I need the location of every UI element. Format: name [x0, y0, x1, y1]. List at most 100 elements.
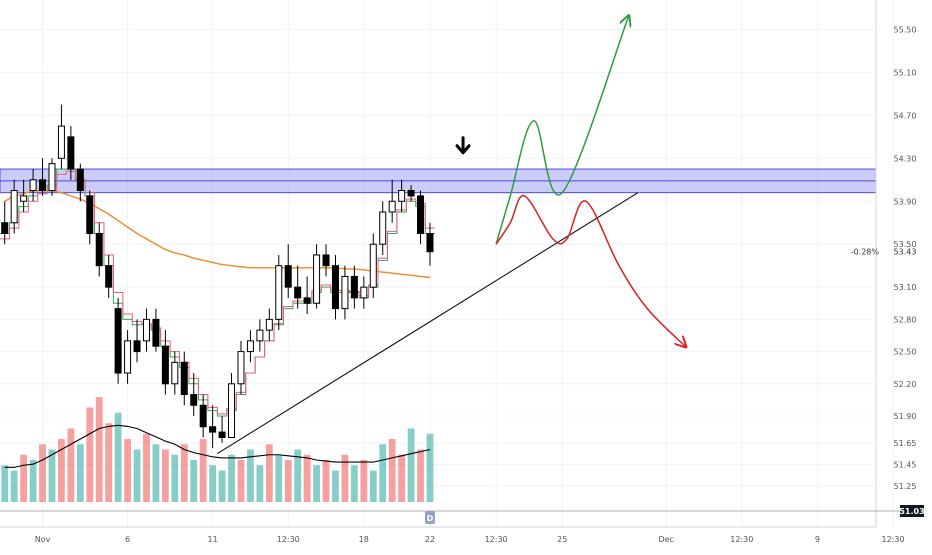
candle-body: [67, 136, 75, 170]
candle-body: [39, 179, 47, 192]
volume-bar: [350, 465, 358, 502]
candle-body: [190, 394, 198, 406]
candle-body: [398, 190, 406, 202]
dividend-marker: [424, 511, 435, 524]
price-tick-label: 55.50: [894, 25, 917, 34]
candle-body: [294, 286, 302, 299]
candle-body: [152, 318, 160, 347]
price-axis[interactable]: 55.50 55.10 54.70 54.30 53.90 53.50 53.10 52.80…: [0, 0, 925, 527]
time-axis[interactable]: Nov61112:30182212:3025Dec12:30912:301612…: [0, 526, 932, 544]
candle-body: [105, 265, 113, 288]
volume-bar: [369, 470, 377, 502]
time-tick-label: 22: [425, 535, 435, 544]
last-price-label: 53.43: [894, 248, 917, 257]
volume-bar: [1, 465, 9, 502]
price-tick-label: 53.10: [894, 283, 917, 292]
candle-body: [124, 340, 132, 374]
change-label: -0.28%: [851, 248, 880, 257]
volume-bar: [199, 439, 207, 502]
candle-body: [171, 361, 179, 385]
candle-body: [275, 265, 283, 320]
volume-bar: [20, 454, 28, 502]
time-tick-label: 12:30: [730, 535, 753, 544]
volume-bar: [114, 412, 122, 502]
candle-body: [360, 286, 368, 299]
volume-price-label: 51.03: [899, 507, 924, 516]
candle-body: [133, 340, 141, 353]
candle-body: [209, 426, 217, 433]
volume-bar: [76, 444, 84, 502]
volume-bar: [426, 433, 434, 502]
price-tick-label: 51.45: [894, 460, 917, 469]
drawings: [217, 17, 685, 455]
candle-body: [322, 254, 330, 267]
volume-bar: [332, 470, 339, 502]
volume-bar: [275, 454, 283, 502]
volume-bar: [190, 460, 198, 502]
candle-body: [388, 200, 396, 213]
candle-body: [180, 361, 188, 396]
volume-bar: [237, 460, 245, 502]
volume-bar: [341, 454, 349, 502]
volume-bar: [48, 449, 56, 502]
time-tick-label: 12:30: [881, 535, 904, 544]
candle-body: [86, 195, 94, 234]
time-tick-label: Dec: [658, 535, 673, 544]
price-tick-label: 54.70: [894, 111, 917, 120]
volume-bar: [313, 465, 320, 502]
volume-bar: [58, 439, 65, 502]
volume-bar: [218, 470, 226, 502]
volume-bar: [152, 444, 160, 502]
candle-body: [341, 275, 349, 310]
time-tick-label: 18: [359, 535, 369, 544]
candle-body: [142, 318, 150, 342]
candle-body: [10, 190, 18, 224]
candle-body: [407, 190, 415, 197]
candle-body: [426, 232, 434, 253]
candle-body: [1, 222, 9, 234]
indicator-line: [4, 189, 431, 279]
resistance-zone: [0, 168, 877, 194]
time-tick-label: 11: [208, 535, 218, 544]
price-tick-label: 51.25: [894, 482, 917, 491]
volume-bar: [124, 439, 131, 502]
candle-body: [29, 179, 37, 192]
volume-bar: [303, 454, 311, 502]
volume-bar: [171, 454, 179, 502]
candle-body: [303, 297, 311, 304]
volume-bar: [86, 407, 94, 502]
volume-bar: [95, 397, 103, 502]
candle-body: [379, 211, 387, 245]
volume-bar: [360, 460, 368, 502]
candle-body: [256, 329, 264, 342]
candle-body: [48, 163, 56, 192]
volume-bar: [10, 470, 18, 502]
volume-bar: [143, 433, 150, 502]
time-tick-label: 9: [815, 535, 820, 544]
candle-body: [331, 265, 339, 310]
candle-body: [199, 404, 207, 428]
time-tick-label: 12:30: [277, 535, 300, 544]
volume-bar: [133, 449, 141, 502]
candle-body: [265, 318, 273, 331]
volume-bar: [294, 449, 302, 502]
volume-bar: [247, 449, 254, 502]
candle-body: [76, 168, 84, 192]
down-arrow-icon: [455, 136, 471, 155]
candle-body: [218, 431, 226, 438]
candle-body: [228, 383, 236, 438]
volume-bar: [256, 465, 264, 502]
volume-price-badge: [900, 505, 924, 517]
price-tick-label: 55.10: [894, 68, 917, 77]
volume-bar: [228, 454, 235, 502]
volume-bar: [407, 428, 415, 502]
price-tick-label: 51.65: [894, 439, 917, 448]
volume-pane: [1, 397, 434, 502]
volume-bar: [388, 439, 396, 502]
time-tick-label: 6: [125, 535, 130, 544]
time-tick-label: Nov: [35, 535, 51, 544]
price-tick-label: 52.50: [894, 348, 917, 357]
price-tick-label: 53.50: [894, 240, 917, 249]
